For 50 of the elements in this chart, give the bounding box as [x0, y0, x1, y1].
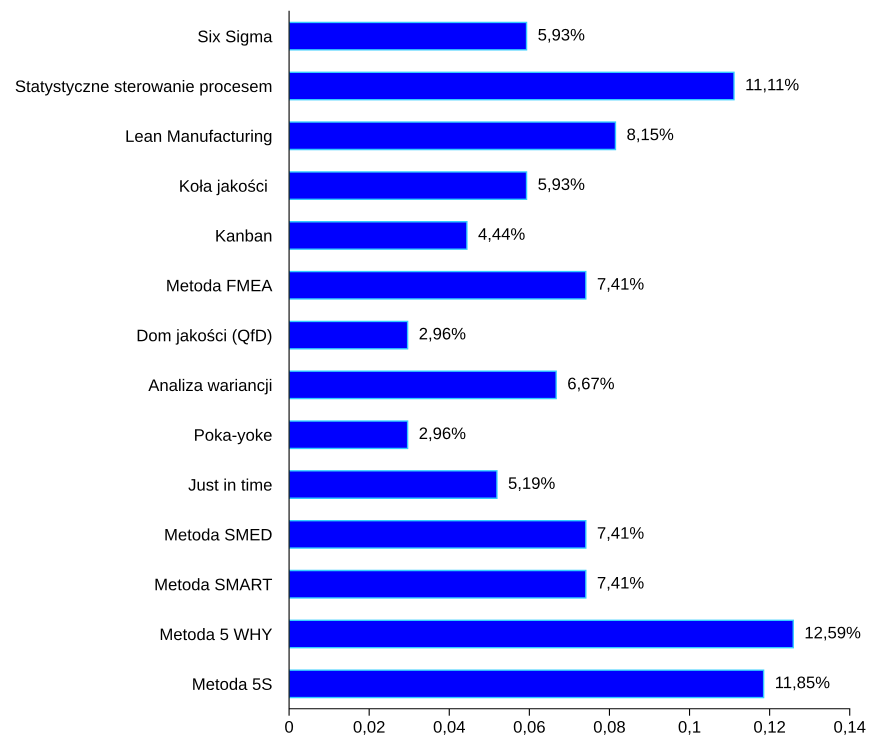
y-tick-label: Six Sigma — [198, 30, 272, 46]
data-label: 12,59% — [806, 626, 860, 640]
data-label: 4,44% — [478, 228, 525, 242]
y-tick-label: Dom jakości (QfD) — [138, 328, 272, 345]
bar — [289, 320, 408, 350]
y-tick-label: Metoda 5S — [193, 678, 272, 690]
y-tick-label: Statystyczne sterowanie procesem — [16, 80, 272, 96]
bar — [289, 121, 616, 150]
y-tick-label: Analiza wariancji — [148, 378, 272, 394]
y-tick-label: Poka-yoke — [195, 428, 272, 444]
y-tick-label: Lean Manufacturing — [126, 130, 272, 146]
data-label: 7,41% — [598, 527, 644, 541]
bar — [289, 669, 764, 698]
data-label: 5,93% — [538, 178, 584, 192]
data-label: 2,96% — [420, 328, 466, 342]
y-tick-label: Koła jakości — [180, 179, 267, 196]
data-label: 5,93% — [538, 28, 584, 43]
y-tick-label: Metoda FMEA — [167, 279, 272, 292]
data-label: 11,11% — [746, 78, 799, 92]
y-tick-label: Just in time — [188, 478, 272, 491]
bar — [289, 171, 528, 200]
bar — [289, 420, 408, 450]
x-tick-label: 0 — [285, 720, 294, 733]
y-tick-label: Metoda SMED — [165, 528, 272, 541]
bar — [289, 620, 794, 648]
data-label: 6,67% — [568, 378, 614, 392]
data-label: 7,41% — [598, 576, 644, 591]
data-label: 2,96% — [420, 427, 466, 442]
data-label: 7,41% — [598, 278, 644, 292]
bar — [289, 270, 587, 300]
x-tick-label: 0,12 — [754, 720, 786, 735]
y-tick-label: Kanban — [216, 229, 272, 242]
data-label: 5,19% — [508, 477, 555, 491]
bar — [289, 370, 557, 400]
bar — [289, 22, 528, 51]
data-label: 11,85% — [776, 676, 830, 690]
y-tick-label: Metoda 5 WHY — [160, 628, 272, 640]
x-tick-label: 0,02 — [354, 720, 385, 735]
bar — [289, 570, 587, 599]
x-tick-label: 0,14 — [834, 720, 866, 735]
x-tick-label: 0,06 — [514, 720, 545, 735]
x-tick-label: 0,1 — [678, 720, 700, 735]
x-tick-label: 0,04 — [434, 720, 465, 735]
bar — [289, 520, 587, 549]
bar — [289, 72, 735, 100]
y-tick-label: Metoda SMART — [156, 578, 272, 590]
x-tick-label: 0,08 — [594, 720, 625, 735]
data-label: 8,15% — [627, 128, 674, 142]
bar — [289, 470, 498, 499]
bar — [289, 221, 468, 250]
